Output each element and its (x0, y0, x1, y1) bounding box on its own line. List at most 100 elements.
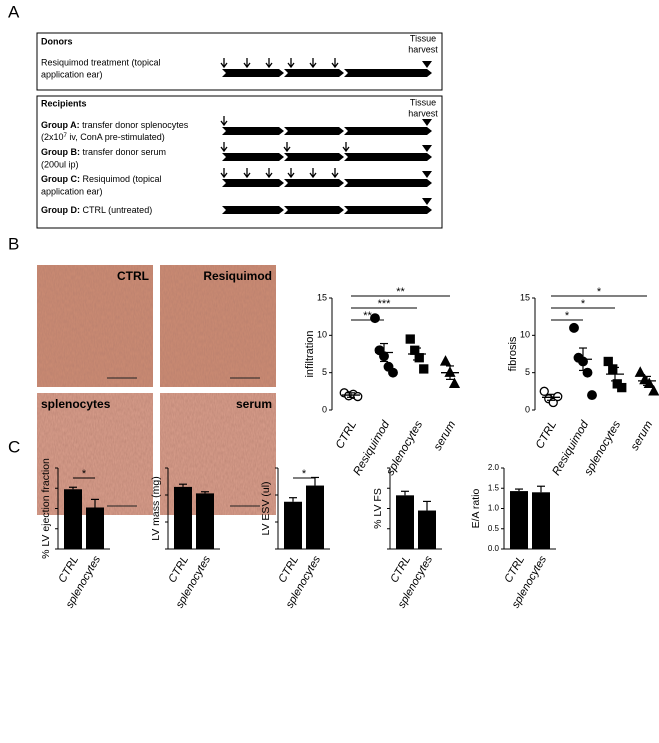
harvest-label: harvest (408, 108, 438, 118)
panel-label: B (8, 234, 19, 253)
harvest-marker (422, 119, 432, 126)
point (608, 364, 618, 374)
y-axis-label: fibrosis (507, 336, 519, 371)
bar (396, 495, 414, 549)
point (353, 391, 363, 402)
timeline-segment (284, 179, 344, 187)
y-tick-label: 0 (322, 404, 327, 414)
point (603, 356, 613, 367)
treatment-arrow-head (265, 172, 273, 179)
image-label: Resiquimod (203, 269, 272, 283)
timeline-segment (344, 127, 432, 135)
image-label: CTRL (117, 269, 149, 283)
y-tick-label: 15 (520, 292, 530, 302)
image-label: serum (236, 397, 272, 411)
timeline-segment (344, 69, 432, 77)
x-tick-label: CTRL (334, 419, 359, 451)
harvest-marker (422, 145, 432, 152)
group-desc: transfer donor serum (80, 147, 166, 157)
group-label: Group B: (41, 147, 80, 157)
harvest-label: Tissue (410, 97, 436, 107)
group-desc: iv, ConA pre-stimulated) (67, 132, 165, 142)
bar (306, 485, 324, 549)
y-axis-label: % LV ejection fraction (40, 458, 52, 559)
y-axis-label: LV mass (mg) (150, 476, 162, 541)
harvest-marker (422, 198, 432, 205)
treatment-arrow-head (287, 62, 295, 69)
donors-box (36, 32, 443, 91)
timeline-segment (222, 153, 284, 161)
significance-label: ** (396, 286, 405, 298)
timeline-segment (222, 179, 284, 187)
y-tick-label: 0.5 (488, 524, 500, 533)
treatment-arrow-head (220, 146, 228, 153)
x-tick-label: CTRL (534, 419, 559, 451)
panel-label: C (8, 437, 20, 456)
group-label: Group C: (41, 174, 80, 184)
bar (64, 489, 82, 549)
point (405, 334, 415, 344)
donors-title: Donors (41, 36, 73, 46)
donors-text: application ear) (41, 69, 103, 79)
group-text: Group A: transfer donor splenocytes (41, 120, 189, 130)
point (553, 391, 563, 402)
image-label: splenocytes (41, 397, 111, 411)
y-tick-label: 1.0 (488, 504, 500, 513)
bar (86, 507, 104, 549)
recipients-title: Recipients (41, 98, 87, 108)
group-label: Group D: (41, 205, 80, 215)
point (419, 364, 429, 374)
group-text: (200ul ip) (41, 159, 79, 169)
point (634, 366, 646, 377)
y-tick-label: 1.5 (488, 483, 500, 492)
group-desc: Resiquimod (topical (80, 174, 162, 184)
bar (284, 501, 302, 549)
group-text: (2x107 iv, ConA pre-stimulated) (41, 132, 165, 142)
point (370, 313, 380, 324)
group-text: Group B: transfer donor serum (41, 147, 166, 157)
timeline-segment (284, 69, 344, 77)
group-text: application ear) (41, 186, 103, 196)
point (582, 367, 593, 378)
timeline-segment (222, 69, 284, 77)
significance-label: * (565, 310, 570, 322)
group-desc: CTRL (untreated) (80, 205, 152, 215)
timeline-segment (222, 127, 284, 135)
y-tick-label: 5 (525, 367, 530, 377)
treatment-arrow-head (309, 62, 317, 69)
y-tick-label: 10 (317, 330, 327, 340)
bar (174, 486, 192, 549)
harvest-marker (422, 171, 432, 178)
treatment-arrow-head (265, 62, 273, 69)
point (439, 355, 452, 366)
treatment-arrow-head (342, 146, 350, 153)
bar (532, 492, 550, 549)
treatment-arrow-head (243, 62, 251, 69)
donors-text: Resiquimod treatment (topical (41, 57, 161, 67)
treatment-arrow-head (287, 172, 295, 179)
treatment-arrow-head (331, 172, 339, 179)
y-tick-label: 15 (317, 292, 327, 302)
y-tick-label: 5 (322, 367, 327, 377)
significance-label: * (82, 468, 87, 480)
panel-label: A (8, 2, 20, 21)
timeline-segment (344, 179, 432, 187)
treatment-arrow-head (220, 62, 228, 69)
point (569, 322, 579, 333)
y-axis-label: LV ESV (ul) (260, 481, 272, 535)
histology-image (160, 265, 276, 387)
y-tick-label: 0 (525, 404, 530, 414)
y-axis-label: E/A ratio (470, 489, 482, 529)
harvest-marker (422, 61, 432, 68)
histology-image (37, 265, 153, 387)
point (448, 377, 461, 389)
y-tick-label: 0.0 (488, 544, 500, 553)
point (388, 367, 398, 378)
recipients-box (36, 95, 443, 229)
x-tick-label: serum (629, 419, 656, 453)
timeline-segment (344, 206, 432, 214)
treatment-arrow-head (331, 62, 339, 69)
y-tick-label: 10 (520, 330, 530, 340)
significance-label: *** (378, 298, 392, 310)
